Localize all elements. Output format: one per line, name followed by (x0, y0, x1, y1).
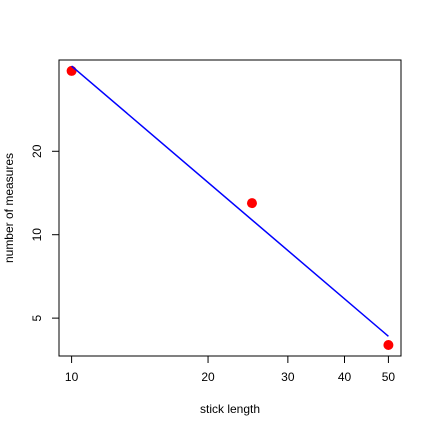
point (246, 198, 257, 209)
x-axis-label: stick length (200, 402, 260, 416)
y-axis-label: number of measures (2, 153, 16, 263)
y-tick-label: 20 (30, 144, 44, 158)
point (66, 65, 77, 76)
fit-line (71, 65, 389, 337)
x-tick-label: 50 (382, 370, 396, 384)
x-tick-label: 20 (201, 370, 215, 384)
x-tick-label: 30 (281, 370, 295, 384)
plot-box (58, 59, 402, 357)
point (383, 339, 394, 350)
y-tick-label: 10 (30, 228, 44, 242)
x-tick-label: 10 (65, 370, 79, 384)
y-tick-label: 5 (30, 314, 44, 321)
x-tick-label: 40 (338, 370, 352, 384)
